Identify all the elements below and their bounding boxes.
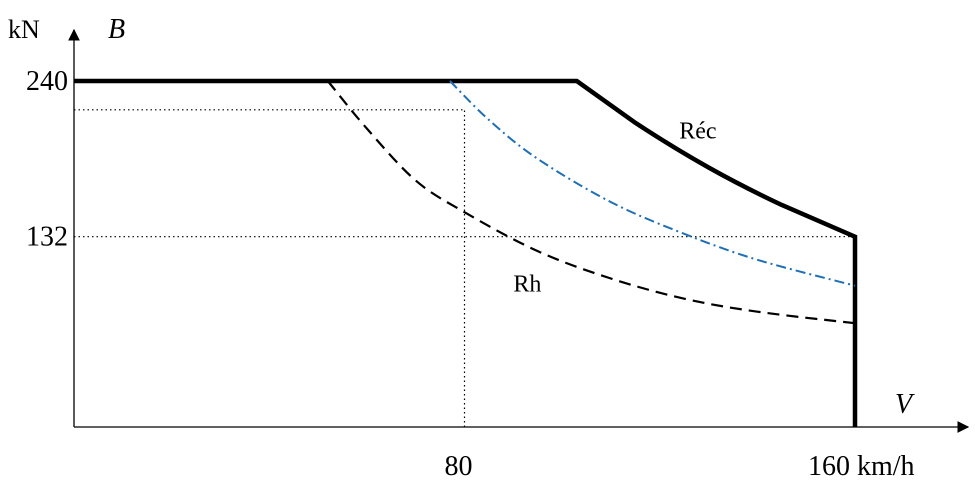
x-tick-label-1: 80 bbox=[445, 451, 473, 481]
y-unit-label: kN bbox=[8, 15, 40, 44]
y-tick-label-1: 240 bbox=[26, 66, 68, 97]
series-line-rh bbox=[326, 80, 856, 325]
y-tick-label-2: 132 bbox=[26, 222, 68, 253]
series-line-rc bbox=[74, 78, 858, 427]
x-axis-label: V bbox=[895, 389, 915, 420]
series-line-s2 bbox=[449, 80, 856, 287]
y-axis-label: B bbox=[108, 14, 125, 45]
annotation-1: Réc bbox=[679, 119, 716, 145]
annotation-2: Rh bbox=[513, 271, 541, 297]
x-tick-label-2: 160 km/h bbox=[808, 451, 915, 481]
